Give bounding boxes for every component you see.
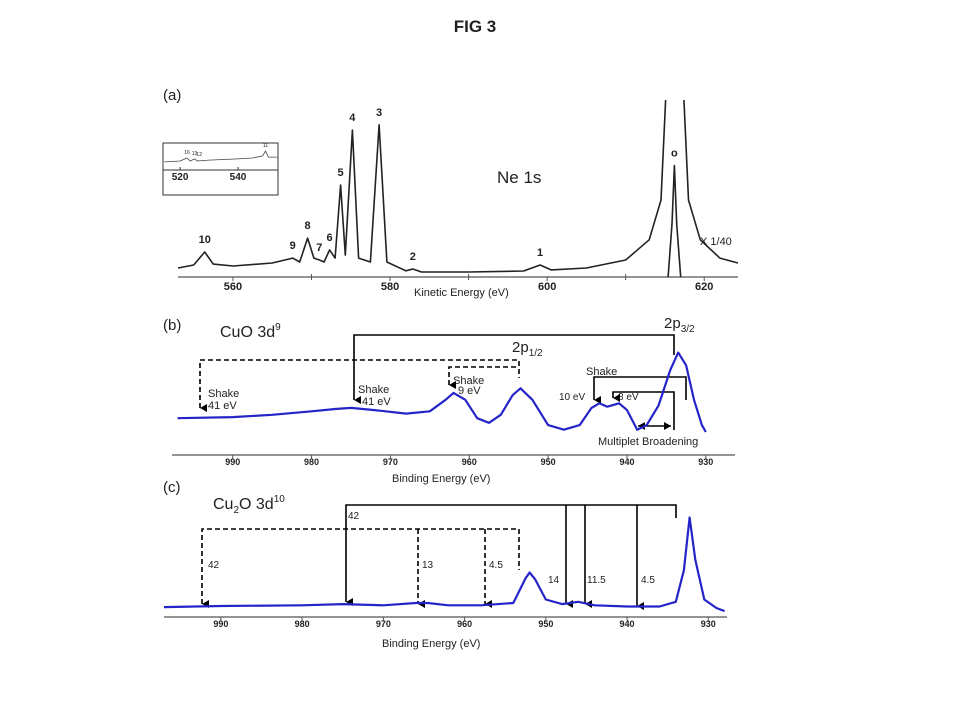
x-tick-label: 620 bbox=[695, 281, 713, 293]
title-sub: 2 bbox=[233, 505, 239, 516]
brackets bbox=[201, 504, 677, 610]
inset-peak-label: 11 bbox=[263, 143, 268, 149]
peak-label: 3 bbox=[376, 107, 382, 119]
x-tick-label: 970 bbox=[383, 457, 398, 467]
spectrum-line bbox=[164, 150, 278, 163]
x-tick-label: 970 bbox=[376, 619, 391, 629]
spectrum-line bbox=[177, 351, 707, 433]
inset-frame bbox=[162, 142, 279, 196]
peak-label: 10 bbox=[199, 234, 211, 246]
x-tick-label: 960 bbox=[457, 619, 472, 629]
annotation: 2p bbox=[512, 339, 529, 356]
annotation: 41 eV bbox=[362, 396, 391, 408]
inset-tick-label: 520 bbox=[172, 172, 189, 183]
x-tick-label: 990 bbox=[213, 619, 228, 629]
figure-title: FIG 3 bbox=[454, 17, 497, 36]
panel-label: (a) bbox=[163, 87, 181, 104]
x-tick-label: 580 bbox=[381, 281, 399, 293]
x-axis-label: Binding Energy (eV) bbox=[382, 638, 480, 650]
title-main: O 3d bbox=[239, 496, 274, 513]
peak-label: 7 bbox=[316, 242, 322, 254]
annotation: Shake bbox=[208, 388, 239, 400]
x-tick-label: 560 bbox=[224, 281, 242, 293]
inset-peak-label: 12 bbox=[196, 152, 202, 158]
annotation: 13 bbox=[422, 560, 434, 571]
panel-title: CuO 3d9 bbox=[220, 322, 281, 341]
annotation: 41 eV bbox=[208, 400, 237, 412]
peak-label: 9 bbox=[290, 240, 296, 252]
peak-label: 5 bbox=[338, 167, 344, 179]
peak-label: 1 bbox=[537, 247, 543, 259]
x-tick-label: 960 bbox=[462, 457, 477, 467]
title-main: Cu bbox=[213, 496, 233, 513]
peak-label: 2 bbox=[410, 251, 416, 263]
x-tick-label: 940 bbox=[619, 457, 634, 467]
inset-peak-label: 16 bbox=[184, 150, 190, 156]
annotations: 42 42 13 4.5 14 11.5 4.5 bbox=[208, 511, 655, 586]
brackets bbox=[199, 334, 687, 430]
x-axis-label: Kinetic Energy (eV) bbox=[414, 287, 509, 299]
x-tick-label: 930 bbox=[698, 457, 713, 467]
peak-label: o bbox=[671, 147, 678, 159]
x-tick-label: 990 bbox=[225, 457, 240, 467]
annotation: 4.5 bbox=[641, 575, 655, 586]
x-tick-label: 950 bbox=[538, 619, 553, 629]
annotation: Shake bbox=[586, 366, 617, 378]
annotation: Shake bbox=[358, 384, 389, 396]
x-axis-label: Binding Energy (eV) bbox=[392, 473, 490, 485]
annotation: 2p bbox=[664, 315, 681, 332]
x-tick-label: 930 bbox=[701, 619, 716, 629]
x-tick-label: 980 bbox=[295, 619, 310, 629]
annotation: 1/2 bbox=[529, 348, 543, 359]
spectrum-line bbox=[667, 164, 682, 278]
peak-label: 4 bbox=[349, 112, 356, 124]
title-sup: 10 bbox=[274, 494, 286, 505]
annotation: 4.5 bbox=[489, 560, 503, 571]
annotation: 10 eV bbox=[559, 392, 585, 403]
panel-title: Ne 1s bbox=[497, 168, 541, 187]
x-tick-label: 950 bbox=[541, 457, 556, 467]
annotation: 2p3/2 bbox=[664, 315, 695, 335]
title-sup: 9 bbox=[275, 322, 281, 333]
annotation: 9 eV bbox=[458, 385, 481, 397]
annotation: 42 bbox=[348, 511, 360, 522]
panel-label: (c) bbox=[163, 479, 181, 496]
annotation: 8 eV bbox=[618, 392, 639, 403]
x-tick-label: 940 bbox=[620, 619, 635, 629]
scale-note: X 1/40 bbox=[700, 236, 732, 248]
spectrum-line bbox=[163, 516, 725, 613]
annotation: 14 bbox=[548, 575, 560, 586]
spectrum-line bbox=[177, 100, 739, 273]
inset-tick-label: 540 bbox=[230, 172, 247, 183]
annotation: Shake bbox=[453, 375, 484, 387]
annotations: 2p3/2 2p1/2 Shake 41 eV Shake 41 eV Shak… bbox=[208, 315, 698, 448]
panel-label: (b) bbox=[163, 317, 181, 334]
inset-peak-label: 13 bbox=[192, 151, 198, 157]
peak-label: 8 bbox=[305, 220, 311, 232]
annotation: 11.5 bbox=[587, 575, 606, 586]
peak-label: 6 bbox=[327, 232, 333, 244]
panel-title: Cu2O 3d10 bbox=[213, 494, 285, 516]
annotation: 2p1/2 bbox=[512, 339, 543, 359]
x-tick-label: 600 bbox=[538, 281, 556, 293]
x-tick-label: 980 bbox=[304, 457, 319, 467]
annotation: 42 bbox=[208, 560, 220, 571]
annotation: 3/2 bbox=[681, 324, 695, 335]
title-main: CuO 3d bbox=[220, 324, 275, 341]
annotation: Multiplet Broadening bbox=[598, 436, 698, 448]
